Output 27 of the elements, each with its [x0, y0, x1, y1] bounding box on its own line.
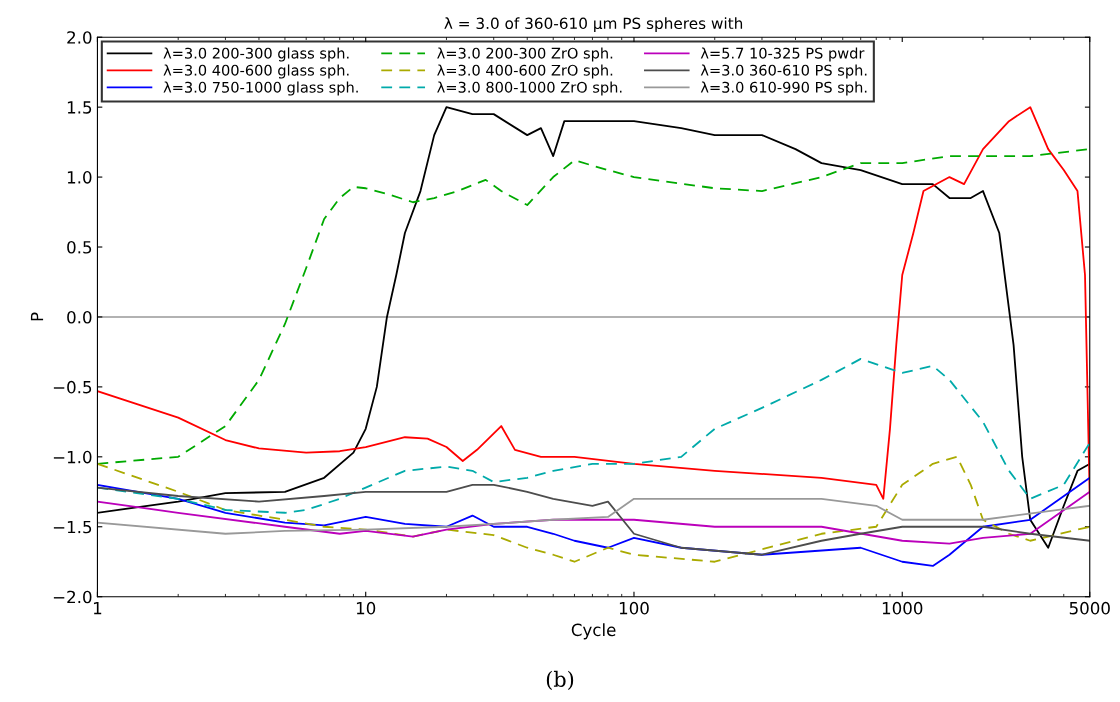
x-tick-label: 1 [93, 602, 102, 615]
legend-label: λ=3.0 610-990 PS sph. [700, 81, 867, 96]
y-tick-label: 1.0 [67, 171, 92, 184]
x-tick-label: 1000 [882, 601, 923, 615]
y-tick-label: −0.5 [53, 380, 92, 394]
y-tick-label: 2.0 [67, 31, 92, 44]
y-tick-label: 0.0 [67, 310, 92, 324]
y-tick-label: 0.5 [67, 240, 92, 254]
y-tick-label: 1.5 [67, 101, 92, 114]
x-tick-label: 10 [356, 601, 376, 615]
legend-label: λ=3.0 200-300 ZrO sph. [437, 47, 613, 62]
x-tick-label: 5000 [1069, 601, 1110, 615]
chart-title: λ = 3.0 of 360-610 µm PS spheres with [444, 17, 743, 33]
legend-label: λ=3.0 360-610 PS sph. [700, 64, 867, 79]
y-axis-title: P [30, 312, 44, 321]
legend-label: λ=3.0 200-300 glass sph. [163, 47, 349, 62]
legend-label: λ=3.0 400-600 glass sph. [163, 64, 349, 79]
x-axis-title: Cycle [571, 623, 616, 640]
legend-label: λ=3.0 750-1000 glass sph. [163, 81, 358, 96]
x-tick-label: 100 [619, 601, 649, 615]
y-tick-label: −1.5 [53, 520, 92, 534]
y-tick-label: −1.0 [53, 450, 92, 464]
y-tick-label: −2.0 [53, 590, 92, 604]
legend-label: λ=3.0 400-600 ZrO sph. [437, 64, 613, 79]
legend-label: λ=3.0 800-1000 ZrO sph. [437, 81, 622, 96]
legend-label: λ=5.7 10-325 PS pwdr [700, 47, 865, 62]
text: (b) [546, 670, 574, 690]
